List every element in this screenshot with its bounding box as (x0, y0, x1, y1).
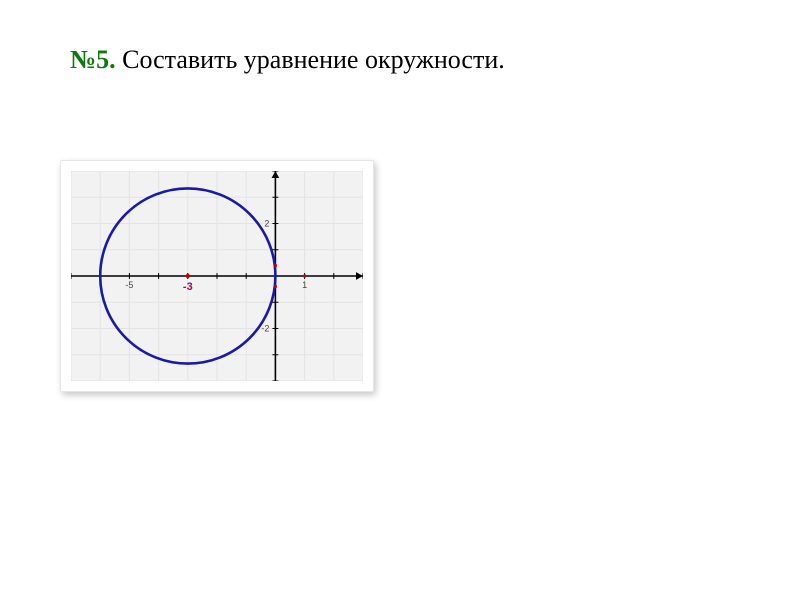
svg-text:-3: -3 (183, 281, 193, 293)
svg-text:-5: -5 (125, 280, 133, 290)
svg-text:2: 2 (264, 219, 269, 229)
problem-number: №5. (70, 45, 116, 74)
plot-area: -5 1 2 -2 -3 (71, 171, 363, 381)
chart-panel: -5 1 2 -2 -3 (60, 160, 374, 392)
slide: №5. Составить уравнение окружности. -5 1 2… (0, 0, 800, 600)
svg-text:-2: -2 (261, 324, 269, 334)
svg-text:1: 1 (302, 280, 307, 290)
problem-text: Составить уравнение окружности. (116, 45, 505, 74)
title-line: №5. Составить уравнение окружности. (70, 44, 505, 75)
coordinate-plot: -5 1 2 -2 -3 (71, 171, 363, 381)
